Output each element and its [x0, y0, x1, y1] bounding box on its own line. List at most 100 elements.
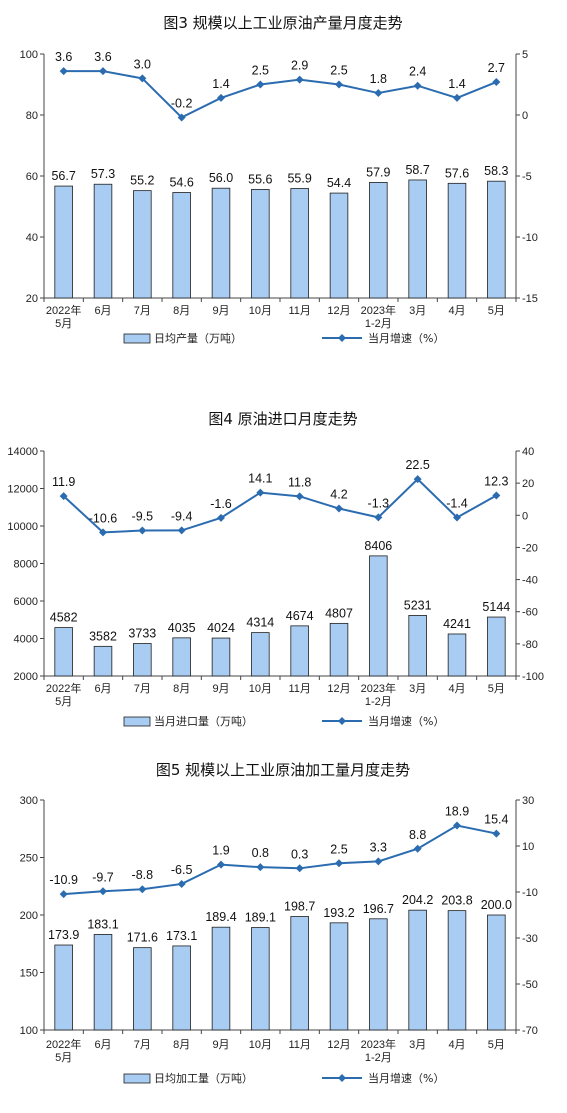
growth-point [335, 80, 343, 89]
x-tick-label: 12月 [327, 305, 350, 317]
bar [408, 615, 427, 677]
bar [93, 934, 113, 1031]
left-tick-label: 10000 [7, 521, 38, 533]
growth-point [256, 80, 265, 89]
right-tick-label: 0 [522, 510, 528, 522]
growth-point [413, 844, 422, 853]
legend-line-label: 当月增速（%） [368, 1071, 444, 1085]
x-tick-label: 2023年 1-2月 [361, 681, 396, 708]
bar-value-label: 5144 [482, 600, 510, 614]
x-tick-label: 6月 [94, 1039, 111, 1051]
growth-point [59, 492, 68, 501]
growth-value-label: 2.5 [330, 64, 347, 78]
x-tick-label: 7月 [134, 305, 151, 317]
bar [172, 945, 191, 1031]
growth-value-label: 22.5 [405, 458, 429, 472]
bar [93, 183, 113, 299]
growth-point [177, 113, 186, 122]
legend-line-label: 当月增速（%） [368, 714, 444, 728]
chart-3: 图3 规模以上工业原油产量月度走势 20 40 60 80 100 -15 -10 -5 0 5 20… [20, 14, 538, 345]
bar-value-label: 200.0 [481, 898, 512, 912]
x-tick-label: 3月 [409, 1039, 426, 1051]
growth-value-label: 1.8 [370, 72, 387, 86]
right-tick-label: -15 [522, 293, 538, 305]
bar [290, 188, 309, 299]
growth-point [217, 860, 225, 869]
bar-value-label: 189.4 [205, 910, 236, 924]
chart-4: 图4 原油进口月度走势 2000 4000 6000 8000 10000 12000 140… [7, 410, 544, 728]
right-tick-label: 10 [522, 841, 534, 853]
left-tick-label: 14000 [7, 446, 38, 458]
chart-title: 图3 规模以上工业原油产量月度走势 [163, 14, 402, 32]
growth-point [413, 475, 422, 484]
left-tick-label: 6000 [14, 596, 38, 608]
x-tick-label: 12月 [327, 683, 350, 695]
legend-bar-label: 日均产量（万吨） [154, 331, 242, 345]
growth-point [138, 526, 147, 535]
growth-value-label: 8.8 [409, 828, 426, 842]
x-tick-label: 8月 [173, 1039, 190, 1051]
x-tick-label: 7月 [134, 683, 151, 695]
right-tick-label: -5 [522, 171, 532, 183]
x-tick-label: 3月 [409, 683, 426, 695]
growth-value-label: 2.5 [252, 64, 269, 78]
growth-point [138, 885, 147, 894]
left-tick-label: 100 [20, 49, 38, 61]
bar [54, 185, 73, 299]
x-tick-label: 10月 [249, 683, 272, 695]
right-tick-label: -40 [522, 575, 538, 587]
bar [487, 914, 506, 1031]
right-tick-label: -70 [522, 1025, 538, 1037]
growth-line [63, 824, 497, 896]
bar-value-label: 173.1 [166, 929, 197, 943]
right-tick-label: 30 [522, 795, 534, 807]
growth-point [335, 504, 343, 513]
right-tick-label: -60 [522, 607, 538, 619]
bar-value-label: 4582 [50, 611, 78, 625]
bar [369, 918, 388, 1031]
growth-value-label: 1.4 [448, 77, 465, 91]
left-tick-label: 200 [20, 910, 38, 922]
growth-point [217, 93, 225, 102]
bar-value-label: 54.4 [327, 176, 351, 190]
x-tick-label: 12月 [327, 1039, 350, 1051]
right-tick-label: -100 [522, 671, 544, 683]
x-tick-label: 6月 [94, 683, 111, 695]
right-tick-label: -20 [522, 542, 538, 554]
growth-value-label: 3.6 [55, 50, 72, 64]
growth-point [256, 863, 265, 872]
growth-line [63, 70, 497, 119]
left-tick-label: 20 [26, 293, 38, 305]
growth-value-label: 11.8 [288, 475, 311, 489]
growth-point [453, 821, 461, 830]
growth-value-label: 2.9 [291, 59, 308, 73]
growth-point [99, 528, 107, 537]
growth-value-label: 4.2 [330, 488, 347, 502]
x-tick-label: 11月 [288, 1039, 310, 1051]
growth-point [374, 89, 383, 98]
bar [408, 909, 427, 1031]
right-tick-label: -30 [522, 933, 538, 945]
growth-value-label: -6.5 [171, 863, 193, 877]
bar-value-label: 3582 [89, 629, 117, 643]
growth-point [59, 67, 68, 76]
bar [133, 947, 152, 1031]
bar-value-label: 204.2 [402, 893, 433, 907]
growth-point [138, 74, 147, 83]
growth-point [492, 491, 501, 500]
growth-value-label: 2.7 [488, 61, 505, 75]
growth-value-label: 15.4 [484, 813, 508, 827]
left-tick-label: 8000 [14, 559, 38, 571]
left-tick-label: 150 [20, 968, 38, 980]
x-tick-label: 9月 [212, 305, 229, 317]
bar [290, 625, 309, 677]
bar-value-label: 57.9 [366, 165, 390, 179]
x-tick-label: 7月 [134, 1039, 151, 1051]
chart-title: 图4 原油进口月度走势 [208, 410, 357, 428]
x-tick-label: 9月 [212, 683, 229, 695]
bar [211, 187, 231, 299]
growth-value-label: 1.4 [212, 77, 229, 91]
x-tick-label: 6月 [94, 305, 111, 317]
bar-value-label: 171.6 [127, 931, 158, 945]
growth-value-label: -10.9 [49, 873, 78, 887]
